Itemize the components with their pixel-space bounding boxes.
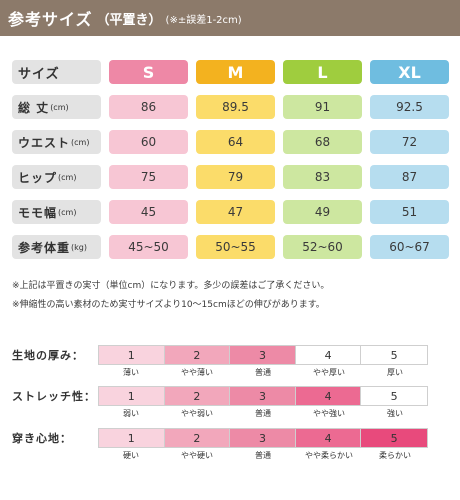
row-label-text: ウエスト: [18, 135, 71, 150]
scale-captions: 硬い やや硬い 普通 やや柔らかい 柔らかい: [98, 450, 428, 461]
table-row-waist: ウエスト (cm) 60 64 68 72: [12, 130, 452, 154]
table-row-hip: ヒップ (cm) 75 79 83 87: [12, 165, 452, 189]
table-row-weight: 参考体重 (kg) 45~50 50~55 52~60 60~67: [12, 235, 452, 259]
size-xl-header: XL: [370, 60, 449, 84]
table-cell-l: 52~60: [283, 235, 362, 259]
table-cell-xl: 60~67: [370, 235, 449, 259]
scale-captions: 薄い やや薄い 普通 やや厚い 厚い: [98, 367, 428, 378]
row-unit: (cm): [58, 172, 77, 182]
scale-caption: やや薄い: [181, 368, 213, 377]
row-label: 参考体重 (kg): [12, 235, 101, 259]
row-label-text: 参考体重: [18, 240, 71, 255]
row-unit: (kg): [71, 242, 87, 252]
scale-caption: 普通: [255, 368, 271, 377]
scale-caption: やや強い: [313, 409, 345, 418]
table-cell-xl: 92.5: [370, 95, 449, 119]
table-row-thigh: モモ幅 (cm) 45 47 49 51: [12, 200, 452, 224]
table-cell-l: 49: [283, 200, 362, 224]
scale-segment: 3: [230, 387, 296, 405]
scale-caption: 普通: [255, 451, 271, 460]
scale-segment: 2: [164, 429, 231, 447]
table-cell-s: 45~50: [109, 235, 188, 259]
scale-segment: 1: [99, 429, 165, 447]
header-banner: 参考サイズ （平置き） (※±誤差1-2cm): [0, 0, 460, 36]
table-cell-m: 79: [196, 165, 275, 189]
size-s-header: S: [109, 60, 188, 84]
row-label-text: ヒップ: [18, 170, 58, 185]
size-m-header: M: [196, 60, 275, 84]
scale-segment: 2: [164, 346, 231, 364]
scale-caption: やや柔らかい: [305, 451, 353, 460]
scale-caption: 厚い: [387, 368, 403, 377]
scale-caption: 柔らかい: [379, 451, 411, 460]
banner-subtitle: （平置き）: [96, 12, 162, 28]
table-cell-xl: 72: [370, 130, 449, 154]
scale-caption: 強い: [387, 409, 403, 418]
scale-segment: 4: [295, 346, 362, 364]
scale-label: ストレッチ性：: [12, 390, 96, 403]
row-unit: (cm): [50, 102, 69, 112]
table-cell-m: 64: [196, 130, 275, 154]
scale-caption: やや厚い: [313, 368, 345, 377]
scale-caption: 弱い: [123, 409, 139, 418]
table-cell-xl: 51: [370, 200, 449, 224]
scale-segment: 5: [361, 387, 427, 405]
notes: ※上記は平置きの実寸（単位cm）になります。多少の誤差はご了承ください。 ※伸縮…: [12, 277, 452, 315]
scale-caption: 普通: [255, 409, 271, 418]
table-cell-s: 86: [109, 95, 188, 119]
table-cell-l: 83: [283, 165, 362, 189]
scale-segment: 5: [361, 429, 427, 447]
scale-segment: 1: [99, 346, 165, 364]
table-cell-m: 89.5: [196, 95, 275, 119]
scale-label: 生地の厚み：: [12, 349, 84, 362]
table-cell-m: 47: [196, 200, 275, 224]
banner-note: (※±誤差1-2cm): [165, 14, 242, 26]
row-label: ウエスト (cm): [12, 130, 101, 154]
scale-segment: 3: [230, 429, 296, 447]
scale-segment: 5: [361, 346, 427, 364]
size-header-row: サイズ S M L XL: [12, 60, 452, 84]
banner-title: 参考サイズ: [8, 10, 93, 29]
scale-label: 穿き心地：: [12, 432, 72, 445]
row-unit: (cm): [58, 207, 77, 217]
note-stretch: ※伸縮性の高い素材のため実寸サイズより10～15cmほどの伸びがあります。: [12, 300, 325, 310]
row-label-text: 総 丈: [18, 100, 50, 115]
scale-segment: 2: [164, 387, 231, 405]
size-table: サイズ S M L XL 総 丈 (cm) 86 89.5 91 92.5 ウエス…: [12, 60, 452, 270]
scale-bar: 1 2 3 4 5: [98, 386, 428, 406]
table-cell-m: 50~55: [196, 235, 275, 259]
scale-caption: 薄い: [123, 368, 139, 377]
table-cell-l: 68: [283, 130, 362, 154]
note-measurement: ※上記は平置きの実寸（単位cm）になります。多少の誤差はご了承ください。: [12, 281, 330, 291]
table-cell-l: 91: [283, 95, 362, 119]
scale-segment: 1: [99, 387, 165, 405]
row-unit: (cm): [71, 137, 90, 147]
table-cell-s: 75: [109, 165, 188, 189]
scale-segment: 3: [230, 346, 296, 364]
scale-bar: 1 2 3 4 5: [98, 345, 428, 365]
row-label: モモ幅 (cm): [12, 200, 101, 224]
scale-bar: 1 2 3 4 5: [98, 428, 428, 448]
scale-caption: やや硬い: [181, 451, 213, 460]
table-cell-s: 45: [109, 200, 188, 224]
scale-caption: 硬い: [123, 451, 139, 460]
row-label: ヒップ (cm): [12, 165, 101, 189]
table-cell-xl: 87: [370, 165, 449, 189]
scale-segment: 4: [295, 429, 362, 447]
size-l-header: L: [283, 60, 362, 84]
scale-caption: やや弱い: [181, 409, 213, 418]
scale-captions: 弱い やや弱い 普通 やや強い 強い: [98, 408, 428, 419]
size-header-label: サイズ: [12, 60, 101, 84]
scale-segment: 4: [295, 387, 362, 405]
table-row-total-length: 総 丈 (cm) 86 89.5 91 92.5: [12, 95, 452, 119]
row-label: 総 丈 (cm): [12, 95, 101, 119]
table-cell-s: 60: [109, 130, 188, 154]
row-label-text: モモ幅: [18, 205, 58, 220]
